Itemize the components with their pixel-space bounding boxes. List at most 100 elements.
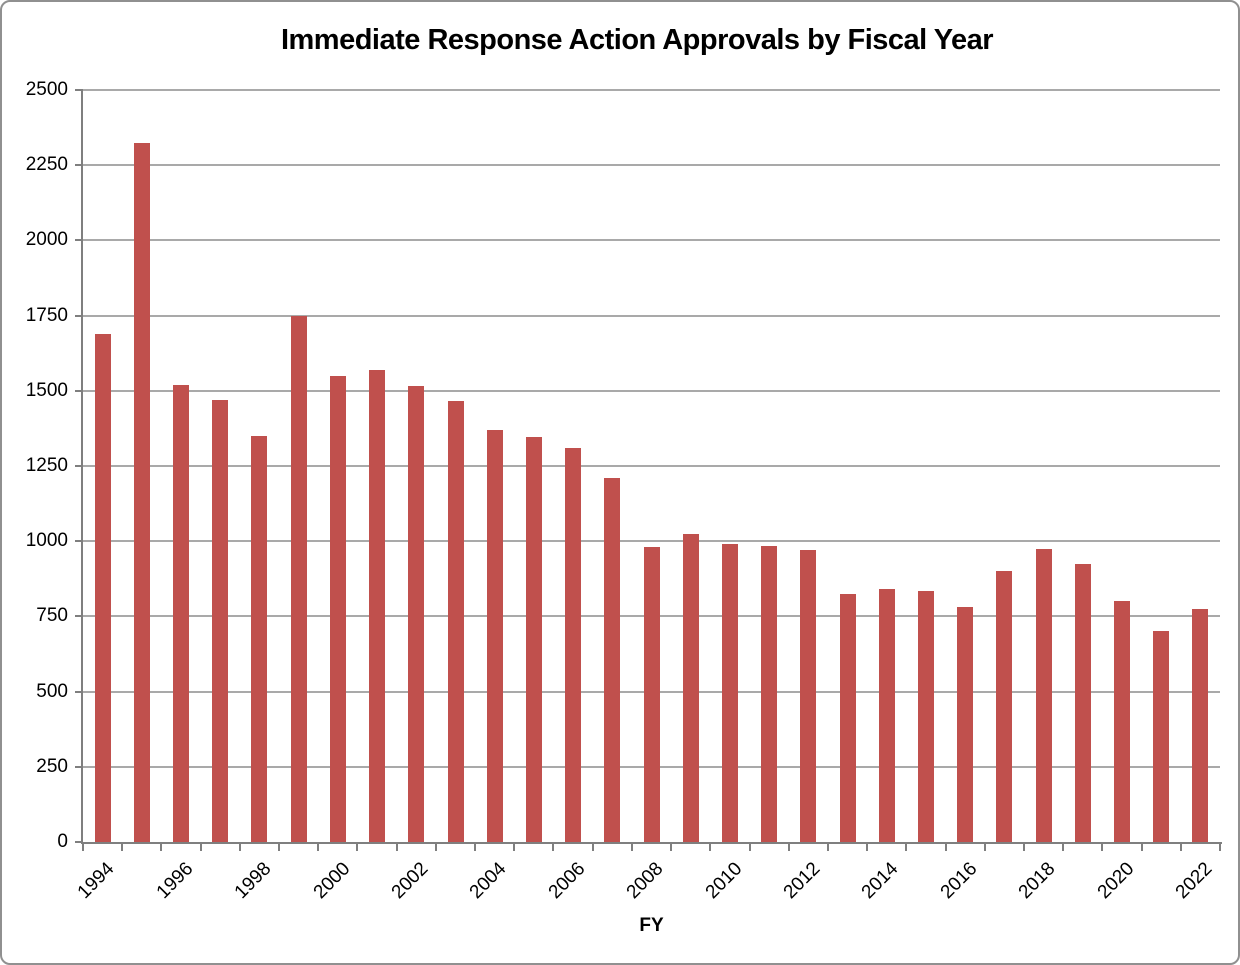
x-axis-tick [513, 844, 516, 851]
x-axis-tick [905, 844, 908, 851]
bar-2019 [1074, 564, 1091, 842]
y-tick-label: 2500 [25, 79, 68, 100]
x-tick-label: 2008 [622, 858, 668, 904]
y-axis-tick [75, 164, 83, 167]
x-tick-label: 1996 [152, 858, 198, 904]
x-axis-tick [356, 844, 359, 851]
x-axis-title: FY [639, 915, 664, 936]
gridline [83, 465, 1220, 467]
bar-1997 [212, 400, 229, 842]
bar-2012 [800, 550, 817, 842]
x-tick-label: 1994 [74, 858, 119, 904]
x-tick-label: 2012 [779, 858, 825, 904]
bar-1995 [133, 143, 150, 842]
x-axis-tick [238, 844, 241, 851]
y-axis-tick [75, 465, 83, 467]
y-tick-label: 2250 [25, 154, 68, 176]
y-tick-label: 1250 [25, 455, 68, 476]
bar-2022 [1192, 609, 1209, 842]
y-tick-label: 1750 [25, 304, 68, 326]
bar-2021 [1153, 631, 1170, 842]
bar-1998 [251, 436, 268, 842]
y-tick-label: 2000 [25, 229, 68, 251]
bar-2001 [369, 370, 386, 842]
x-axis-tick [944, 844, 947, 851]
y-axis-tick [75, 540, 83, 543]
x-tick-label: 2022 [1171, 858, 1217, 904]
y-axis-tick [75, 765, 83, 768]
y-axis-tick [75, 615, 83, 618]
x-tick-label: 2002 [387, 858, 433, 904]
gridline [83, 239, 1220, 242]
x-tick-label: 2006 [544, 858, 590, 904]
y-axis-tick [75, 314, 83, 317]
gridline [83, 164, 1220, 167]
x-axis-tick [1022, 844, 1025, 851]
bar-2013 [839, 594, 856, 842]
y-tick-label: 750 [36, 605, 68, 627]
x-axis-tick [983, 844, 986, 851]
x-tick-label: 2016 [936, 858, 982, 904]
bar-2020 [1114, 601, 1130, 842]
y-axis-tick [75, 89, 83, 91]
bar-2000 [329, 376, 346, 842]
x-tick-label: 2004 [466, 858, 511, 904]
y-tick-label: 500 [36, 680, 68, 702]
x-axis-tick [552, 844, 555, 851]
bar-2015 [917, 591, 934, 842]
bar-1994 [94, 334, 111, 842]
y-tick-label: 0 [57, 831, 68, 852]
x-axis-tick [787, 844, 790, 851]
x-axis-line [81, 842, 1222, 844]
x-tick-label: 2020 [1093, 858, 1139, 904]
bar-1996 [173, 385, 189, 842]
y-axis-tick [75, 841, 83, 843]
x-axis-tick [1179, 844, 1182, 851]
x-axis-tick [709, 844, 712, 851]
x-axis-tick [278, 844, 281, 851]
chart-title: Immediate Response Action Approvals by F… [280, 24, 994, 56]
x-axis-tick [199, 844, 202, 851]
x-axis-tick [630, 844, 633, 851]
gridline [83, 540, 1220, 543]
bar-2018 [1035, 549, 1052, 842]
bar-2010 [721, 544, 738, 842]
gridline [83, 89, 1220, 91]
y-tick-label: 250 [36, 755, 68, 777]
x-tick-label: 1998 [230, 858, 276, 904]
bar-2002 [408, 386, 425, 842]
bar-2017 [996, 571, 1013, 842]
bar-2008 [643, 547, 660, 842]
y-axis-tick [75, 239, 83, 242]
y-axis-line [81, 90, 83, 842]
bar-1999 [290, 316, 307, 842]
gridline [83, 314, 1220, 317]
y-axis-tick [75, 690, 83, 693]
bar-2014 [878, 589, 895, 842]
x-tick-label: 2018 [1015, 858, 1060, 904]
bar-2016 [957, 607, 974, 842]
bar-2009 [682, 534, 699, 842]
y-tick-label: 1000 [25, 530, 68, 552]
x-tick-label: 2014 [858, 858, 903, 904]
x-axis-tick [121, 844, 124, 851]
x-axis-tick [474, 844, 477, 851]
gridline [83, 389, 1220, 392]
x-axis-tick [1101, 844, 1104, 851]
x-tick-label: 2000 [309, 858, 354, 904]
bar-2006 [565, 448, 582, 842]
x-axis-tick [1062, 844, 1065, 851]
x-axis-tick [1140, 844, 1143, 851]
x-axis-tick [1219, 844, 1221, 851]
bar-2007 [604, 478, 621, 842]
bar-2011 [761, 546, 778, 842]
x-tick-label: 2010 [701, 858, 747, 904]
x-axis-tick [748, 844, 751, 851]
x-axis-tick [434, 844, 437, 851]
y-tick-label: 1500 [25, 379, 68, 401]
x-axis-tick [395, 844, 398, 851]
bar-2005 [525, 437, 542, 842]
y-axis-tick [75, 389, 83, 392]
x-axis-tick [317, 844, 320, 851]
